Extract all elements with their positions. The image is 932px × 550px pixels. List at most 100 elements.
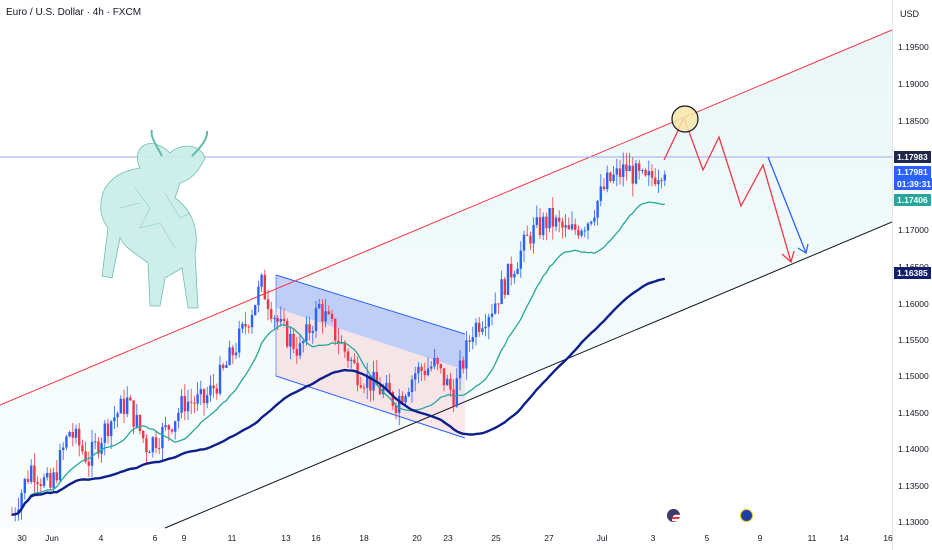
eu-flag-icon[interactable]	[740, 509, 753, 522]
candle-body	[289, 333, 292, 347]
projection-blue-arrow	[767, 156, 807, 254]
us-flag-icon[interactable]	[667, 509, 680, 522]
candle-body	[567, 225, 570, 230]
candle-body	[327, 311, 330, 314]
candle-body	[33, 465, 36, 483]
candle-body	[20, 493, 23, 510]
candle-body	[510, 263, 513, 278]
candle-body	[574, 224, 577, 230]
candle-body	[442, 368, 446, 386]
time-tick: 4	[98, 533, 104, 543]
ma-slow-badge: 1.16385	[894, 267, 931, 279]
candle-body	[516, 268, 519, 275]
candle-body	[545, 216, 548, 229]
time-tick: 13	[281, 533, 291, 543]
time-tick: 27	[544, 533, 554, 543]
channel-bottom-line	[164, 221, 892, 529]
candle-body	[362, 387, 366, 389]
candle-body	[388, 382, 391, 393]
candle-body	[90, 441, 94, 466]
candle-body	[538, 217, 542, 235]
candle-body	[260, 274, 263, 287]
time-tick: 5	[704, 533, 710, 543]
candle-body	[599, 186, 602, 201]
candle-body	[250, 315, 254, 328]
candle-body	[631, 165, 634, 184]
time-tick: 14	[839, 533, 849, 543]
candle-body	[394, 405, 398, 413]
candle-body	[135, 414, 138, 427]
candle-body	[154, 437, 158, 448]
candle-body	[439, 364, 442, 369]
candle-body	[654, 177, 657, 185]
candle-body	[458, 360, 462, 379]
candle-body	[577, 229, 580, 236]
candle-body	[564, 225, 567, 228]
candle-body	[612, 174, 615, 182]
time-tick: 9	[757, 533, 763, 543]
candle-body	[449, 378, 452, 390]
candle-body	[158, 447, 161, 449]
candle-body	[180, 396, 183, 413]
countdown-badge: 01:39:31	[894, 178, 932, 190]
projection-red-arrowhead	[781, 250, 795, 264]
candle-body	[231, 347, 234, 356]
candle-body	[23, 478, 26, 494]
candle-body	[641, 169, 644, 171]
time-tick: 23	[443, 533, 453, 543]
candle-body	[324, 311, 327, 322]
candle-body	[391, 392, 394, 406]
candle-body	[202, 389, 206, 404]
candle-body	[228, 347, 231, 366]
flag-box-upper	[276, 275, 465, 370]
price-tick: 1.19500	[898, 42, 929, 52]
candle-body	[506, 263, 510, 295]
candle-body	[116, 413, 119, 418]
bull-illustration-icon	[100, 129, 209, 309]
candle-body	[177, 412, 180, 422]
candle-body	[52, 472, 55, 488]
candle-body	[420, 366, 423, 371]
candle-body	[535, 217, 538, 225]
candle-body	[298, 343, 302, 356]
candle-body	[106, 423, 110, 436]
candle-body	[478, 322, 481, 332]
candle-body	[353, 359, 356, 363]
candle-body	[286, 320, 289, 347]
chart-title: Euro / U.S. Dollar · 4h · FXCM	[6, 7, 142, 18]
candle-body	[593, 217, 596, 222]
candle-body	[468, 340, 471, 342]
candle-body	[558, 217, 561, 222]
candle-body	[174, 421, 177, 432]
candle-body	[81, 445, 84, 452]
candle-body	[142, 430, 145, 439]
candle-body	[526, 234, 529, 236]
candle-body	[414, 373, 417, 380]
candle-body	[663, 174, 666, 181]
candle-body	[276, 318, 279, 322]
candle-body	[196, 394, 199, 404]
candle-body	[110, 421, 113, 436]
candle-body	[257, 286, 260, 306]
candle-body	[212, 385, 215, 389]
candle-body	[270, 309, 273, 319]
price-chart[interactable]	[0, 0, 892, 550]
candle-body	[417, 366, 420, 374]
flag-box-lower	[276, 308, 465, 438]
candle-body	[225, 365, 228, 368]
candle-body	[183, 396, 186, 412]
last-price-badge: 1.17983	[894, 151, 931, 163]
candle-body	[404, 396, 407, 403]
candle-body	[199, 389, 202, 395]
time-tick: 6	[152, 533, 158, 543]
candle-body	[58, 450, 62, 481]
time-tick: 11	[227, 533, 237, 543]
currency-label[interactable]: USD	[900, 9, 920, 19]
candle-body	[606, 172, 609, 190]
candle-body	[455, 378, 458, 407]
candle-body	[398, 395, 401, 413]
candle-body	[622, 164, 625, 177]
candle-body	[590, 221, 593, 224]
candle-body	[519, 250, 522, 269]
candle-body	[321, 304, 324, 322]
